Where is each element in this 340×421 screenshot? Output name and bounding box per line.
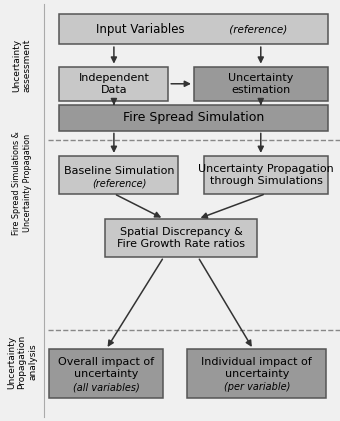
Bar [105,219,257,257]
Text: Spatial Discrepancy &
Fire Growth Rate ratios: Spatial Discrepancy & Fire Growth Rate r… [117,227,245,249]
Text: (per variable): (per variable) [223,382,290,392]
Text: Uncertainty
Propagation
analysis: Uncertainty Propagation analysis [7,335,37,389]
Bar [204,156,328,194]
Text: Uncertainty Propagation
through Simulations: Uncertainty Propagation through Simulati… [198,164,334,186]
Text: Overall impact of
uncertainty: Overall impact of uncertainty [58,357,154,378]
Bar [49,349,163,398]
Text: Fire Spread Simulations &
Uncertainty Propagation: Fire Spread Simulations & Uncertainty Pr… [12,131,32,235]
Text: Fire Spread Simulation: Fire Spread Simulation [123,112,265,124]
Bar [59,67,168,101]
Text: (all variables): (all variables) [73,382,140,392]
Bar [187,349,326,398]
Text: Input Variables: Input Variables [96,23,184,35]
Bar [59,105,328,131]
Text: Uncertainty
assessment: Uncertainty assessment [12,39,32,92]
Text: (reference): (reference) [226,24,287,34]
Text: Individual impact of
uncertainty: Individual impact of uncertainty [201,357,312,378]
Bar [59,14,328,44]
Text: Independent
Data: Independent Data [79,73,149,95]
Text: Uncertainty
estimation: Uncertainty estimation [228,73,294,95]
Bar [194,67,328,101]
Text: (reference): (reference) [92,178,146,188]
Text: Baseline Simulation: Baseline Simulation [64,166,174,176]
Bar [59,156,178,194]
